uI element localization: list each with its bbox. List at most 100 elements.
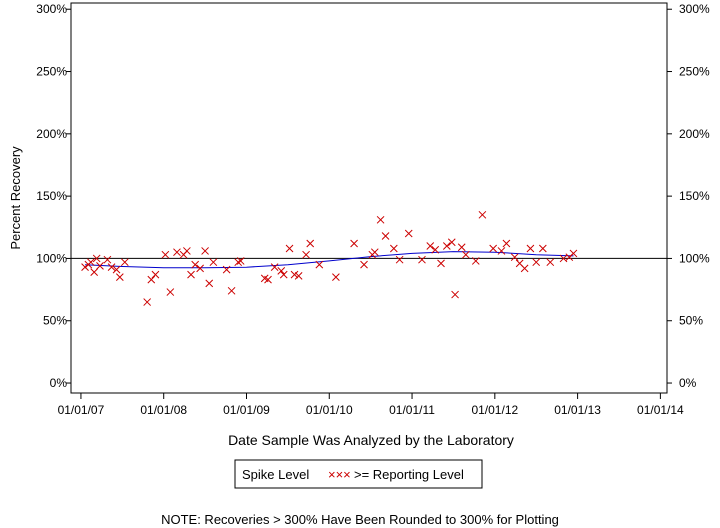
data-point <box>350 239 358 248</box>
data-point <box>478 210 487 219</box>
y-axis-left: 0% 50% 100% 150% 200% 250% 300% <box>36 2 71 390</box>
data-point <box>370 248 379 257</box>
y-axis-title: Percent Recovery <box>8 146 23 250</box>
data-point <box>115 273 124 281</box>
x-tick-label: 01/01/10 <box>306 403 353 417</box>
legend-title: Spike Level <box>242 467 309 482</box>
data-point <box>166 288 175 296</box>
data-point <box>376 215 385 224</box>
data-point <box>183 247 191 255</box>
data-point <box>526 244 535 253</box>
y-tick-label-left: 250% <box>36 65 67 79</box>
data-point <box>173 248 181 257</box>
data-point <box>222 265 231 274</box>
data-point <box>520 264 529 273</box>
x-tick-label: 01/01/14 <box>637 403 684 417</box>
y-tick-label-right: 250% <box>679 65 710 79</box>
data-point <box>290 270 299 279</box>
data-point <box>447 238 456 247</box>
data-point <box>315 260 324 269</box>
x-axis-title: Date Sample Was Analyzed by the Laborato… <box>228 432 514 448</box>
data-point <box>559 254 568 263</box>
data-point <box>92 254 101 263</box>
data-point <box>234 258 243 267</box>
data-point <box>437 259 445 268</box>
data-point <box>227 286 236 295</box>
data-point <box>426 242 435 250</box>
data-point <box>270 263 279 272</box>
data-point <box>147 275 156 284</box>
legend-marker: ××× <box>328 467 351 482</box>
data-point <box>451 290 459 299</box>
y-axis-right: 0% 50% 100% 150% 200% 250% 300% <box>667 2 710 390</box>
data-point <box>264 275 272 284</box>
data-point <box>404 229 413 238</box>
data-point <box>389 244 398 253</box>
footnote: NOTE: Recoveries > 300% Have Been Rounde… <box>161 512 559 527</box>
data-point <box>201 247 209 255</box>
data-point <box>302 250 310 259</box>
y-tick-label-right: 50% <box>679 314 703 328</box>
data-point <box>120 258 129 267</box>
data-point <box>360 260 368 269</box>
data-point <box>294 272 303 280</box>
x-tick-label: 01/01/09 <box>223 403 270 417</box>
x-tick-label: 01/01/12 <box>471 403 518 417</box>
plot-frame <box>70 2 668 394</box>
data-point <box>332 273 340 281</box>
data-point <box>209 258 218 267</box>
data-point <box>277 267 286 275</box>
data-point <box>96 262 104 270</box>
y-tick-label-right: 200% <box>679 127 710 141</box>
data-point <box>151 270 160 279</box>
data-point <box>205 279 214 288</box>
x-tick-label: 01/01/11 <box>389 403 435 417</box>
y-tick-label-left: 150% <box>36 189 67 203</box>
data-point <box>90 268 99 276</box>
data-points <box>81 210 578 306</box>
data-point <box>279 270 288 279</box>
y-tick-label-left: 50% <box>43 314 67 328</box>
x-axis: 01/01/07 01/01/08 01/01/09 01/01/10 01/01/11… <box>58 393 684 417</box>
data-point <box>112 265 121 274</box>
data-point <box>431 245 440 254</box>
data-point <box>187 270 195 279</box>
data-point <box>538 244 547 253</box>
data-point <box>489 244 498 253</box>
y-tick-label-right: 100% <box>679 251 710 265</box>
legend-series-label: >= Reporting Level <box>354 467 464 482</box>
data-point <box>461 250 470 259</box>
data-point <box>107 263 116 272</box>
y-tick-label-right: 150% <box>679 189 710 203</box>
data-point <box>442 242 451 250</box>
data-point <box>161 250 170 259</box>
x-tick-label: 01/01/13 <box>554 403 601 417</box>
data-point <box>81 263 89 272</box>
legend: Spike Level ××× >= Reporting Level <box>234 459 483 489</box>
trend-line <box>85 251 574 269</box>
y-tick-label-left: 300% <box>36 2 67 16</box>
data-point <box>532 258 541 267</box>
data-point <box>87 258 95 267</box>
y-tick-label-left: 200% <box>36 127 67 141</box>
data-point <box>143 298 152 306</box>
data-point <box>285 244 294 253</box>
data-point <box>457 243 466 252</box>
data-point <box>569 249 578 258</box>
data-point <box>103 255 112 264</box>
data-point <box>395 255 404 264</box>
data-point <box>236 257 245 265</box>
data-point <box>381 232 390 240</box>
y-tick-label-left: 0% <box>50 376 68 390</box>
data-point <box>510 253 519 262</box>
x-tick-label: 01/01/07 <box>58 403 105 417</box>
y-tick-label-right: 300% <box>679 2 710 16</box>
y-tick-label-left: 100% <box>36 251 67 265</box>
data-point <box>418 255 426 264</box>
data-point <box>191 260 200 269</box>
x-tick-label: 01/01/08 <box>140 403 187 417</box>
y-tick-label-right: 0% <box>679 376 697 390</box>
data-point <box>546 258 555 267</box>
data-point <box>196 264 204 273</box>
